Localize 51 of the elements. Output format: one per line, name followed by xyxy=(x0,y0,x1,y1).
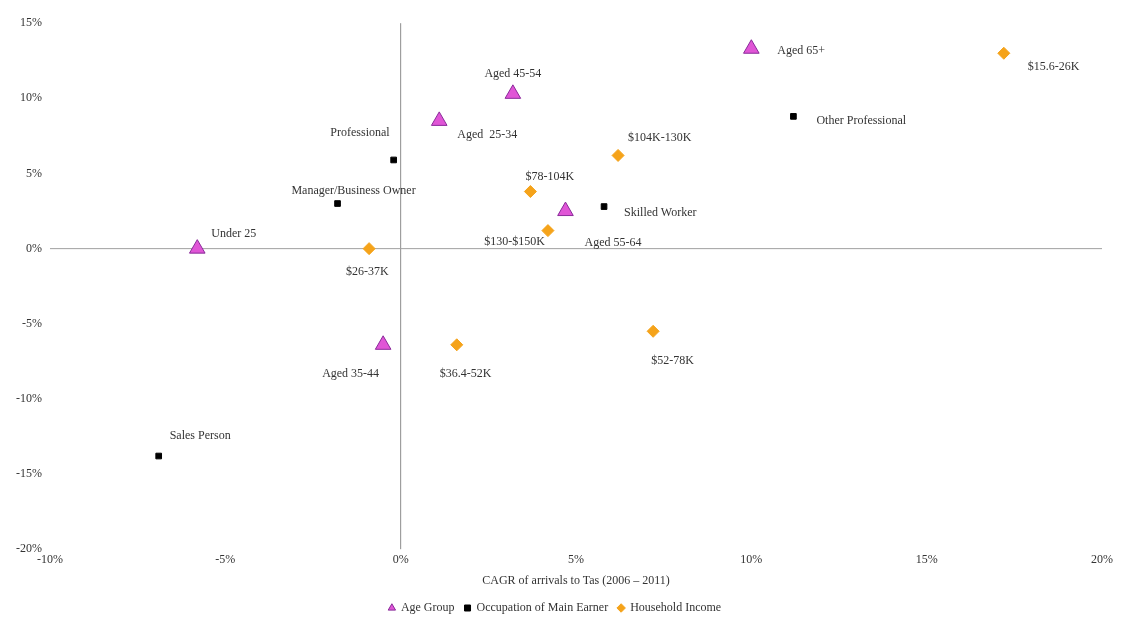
point xyxy=(997,46,1011,60)
point xyxy=(646,324,660,338)
point xyxy=(362,242,376,256)
point xyxy=(557,201,574,217)
point xyxy=(523,185,537,199)
annotation: $15.6-26K xyxy=(1027,59,1080,74)
x-tick-label: 0% xyxy=(392,551,409,566)
point xyxy=(155,452,163,460)
annotation: Aged 35-44 xyxy=(322,365,380,380)
y-tick-label: 15% xyxy=(19,15,42,30)
point xyxy=(790,113,797,120)
legend-label: Age Group xyxy=(400,600,455,615)
point xyxy=(390,156,397,164)
annotation: $26-37K xyxy=(346,263,390,278)
y-tick-label: -5% xyxy=(21,315,42,330)
annotation: $104K-130K xyxy=(628,129,692,144)
annotation: Aged 65+ xyxy=(777,42,826,57)
x-tick-label: 10% xyxy=(740,551,763,566)
x-tick-label: 15% xyxy=(915,551,938,566)
y-tick-label: 10% xyxy=(19,90,42,105)
annotation: $52-78K xyxy=(651,353,695,368)
point xyxy=(611,148,625,162)
annotation: Aged 25-34 xyxy=(457,127,518,142)
y-tick-label: -10% xyxy=(15,391,42,406)
point xyxy=(188,239,206,254)
annotation: Manager/Business Owner xyxy=(291,182,416,197)
x-tick-label: 5% xyxy=(568,551,584,566)
annotation: Aged 45-54 xyxy=(484,65,542,80)
point xyxy=(504,84,522,99)
y-tick-label: -15% xyxy=(15,466,42,481)
x-axis-title: CAGR of arrivals to Tas (2006 – 2011) xyxy=(482,572,670,587)
x-tick-label: -5% xyxy=(215,551,236,566)
annotation: $130-$150K xyxy=(484,233,546,248)
annotation: Sales Person xyxy=(169,428,231,443)
x-tick-label: 20% xyxy=(1091,551,1113,566)
point xyxy=(430,111,448,126)
annotation: Professional xyxy=(330,125,391,140)
annotation: Skilled Worker xyxy=(624,204,697,219)
y-tick-label: 0% xyxy=(25,240,42,255)
annotation: Under 25 xyxy=(211,225,257,240)
y-tick-label: 5% xyxy=(25,165,42,180)
annotation: $36.4-52K xyxy=(439,365,492,380)
annotation: $78-104K xyxy=(525,168,575,183)
point xyxy=(600,203,608,210)
point xyxy=(743,39,760,54)
legend-label: Household Income xyxy=(630,600,722,615)
annotation: Aged 55-64 xyxy=(584,235,642,250)
point xyxy=(450,338,464,352)
annotation: Other Professional xyxy=(816,112,907,127)
legend-label: Occupation of Main Earner xyxy=(476,600,609,615)
point xyxy=(334,200,341,207)
